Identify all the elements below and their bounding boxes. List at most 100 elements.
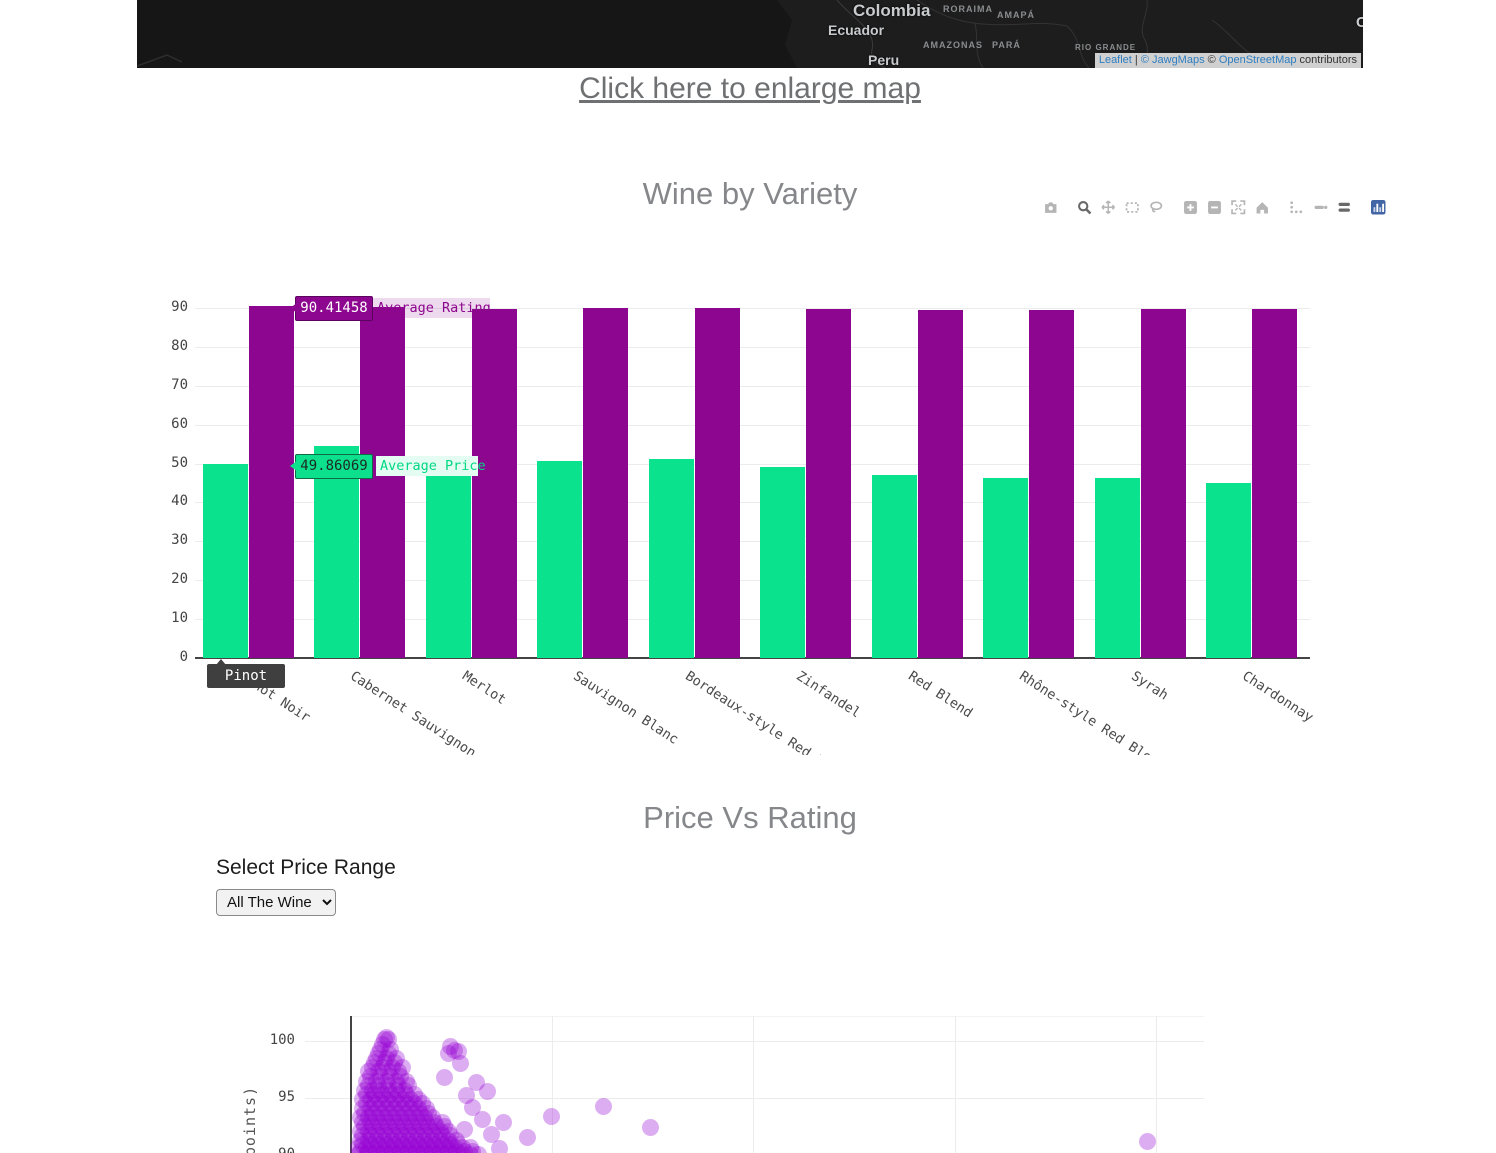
scatter-point[interactable]: [403, 1104, 421, 1122]
scatter-point[interactable]: [407, 1142, 425, 1153]
scatter-point[interactable]: [377, 1029, 395, 1047]
scatter-point[interactable]: [389, 1095, 407, 1113]
scatter-point[interactable]: [418, 1135, 436, 1153]
scatter-point[interactable]: [432, 1131, 450, 1149]
scatter-point[interactable]: [381, 1040, 399, 1058]
bar-average-price[interactable]: [648, 458, 694, 658]
scatter-point[interactable]: [462, 1146, 480, 1153]
box-select-icon[interactable]: [1120, 196, 1144, 218]
scatter-point[interactable]: [482, 1126, 500, 1144]
scatter-point[interactable]: [377, 1135, 395, 1153]
scatter-point[interactable]: [448, 1142, 466, 1153]
scatter-point[interactable]: [383, 1109, 401, 1127]
scatter-point[interactable]: [357, 1146, 375, 1153]
scatter-point[interactable]: [410, 1113, 427, 1131]
bar-average-price[interactable]: [314, 445, 360, 658]
scatter-point[interactable]: [494, 1113, 512, 1131]
scatter-point[interactable]: [383, 1122, 401, 1140]
scatter-point[interactable]: [367, 1072, 385, 1090]
scatter-point[interactable]: [359, 1063, 377, 1081]
scatter-point[interactable]: [389, 1139, 407, 1153]
scatter-point[interactable]: [436, 1118, 454, 1136]
scatter-point[interactable]: [369, 1127, 387, 1145]
scatter-point[interactable]: [361, 1113, 379, 1131]
scatter-point[interactable]: [361, 1099, 379, 1117]
scatter-point[interactable]: [422, 1139, 440, 1153]
scatter-point[interactable]: [438, 1139, 456, 1153]
scatter-point[interactable]: [426, 1135, 444, 1153]
scatter-point[interactable]: [401, 1099, 419, 1117]
scatter-point[interactable]: [440, 1142, 458, 1153]
lasso-select-icon[interactable]: [1144, 196, 1168, 218]
scatter-point[interactable]: [416, 1142, 434, 1153]
camera-icon[interactable]: [1038, 196, 1062, 218]
scatter-point[interactable]: [414, 1146, 432, 1153]
scatter-point[interactable]: [369, 1113, 387, 1131]
attribution-link[interactable]: © JawgMaps: [1140, 54, 1205, 66]
scatter-point[interactable]: [385, 1127, 403, 1145]
attribution-link[interactable]: Leaflet: [1098, 54, 1132, 66]
scatter-point[interactable]: [375, 1142, 393, 1153]
scatter-point[interactable]: [391, 1131, 409, 1149]
scatter-point[interactable]: [351, 1109, 369, 1127]
scatter-point[interactable]: [355, 1104, 373, 1122]
scatter-point[interactable]: [446, 1146, 464, 1153]
scatter-point[interactable]: [375, 1109, 393, 1127]
scatter-point[interactable]: [371, 1081, 389, 1099]
bar-average-rating[interactable]: [1029, 309, 1075, 658]
scatter-point[interactable]: [410, 1099, 427, 1117]
scatter-point[interactable]: [361, 1090, 379, 1108]
bar-average-price[interactable]: [202, 464, 248, 658]
scatter-point[interactable]: [359, 1131, 377, 1149]
scatter-point[interactable]: [399, 1122, 417, 1140]
scatter-plot[interactable]: 90 95 100 (points): [137, 1005, 1390, 1153]
bar-average-price[interactable]: [1094, 478, 1140, 658]
scatter-point[interactable]: [401, 1113, 419, 1131]
scatter-point[interactable]: [462, 1139, 480, 1153]
scatter-point[interactable]: [357, 1086, 375, 1104]
scatter-point[interactable]: [373, 1086, 391, 1104]
scatter-point[interactable]: [381, 1095, 399, 1113]
bar-average-rating[interactable]: [694, 308, 740, 658]
attribution-link[interactable]: OpenStreetMap: [1218, 54, 1297, 66]
scatter-point[interactable]: [367, 1142, 385, 1153]
scatter-point[interactable]: [393, 1113, 411, 1131]
scatter-point[interactable]: [403, 1118, 421, 1136]
scatter-point[interactable]: [355, 1081, 373, 1099]
scatter-point[interactable]: [369, 1099, 387, 1117]
map[interactable]: Colombia Ecuador Peru C RORAIMA AMAPÁ AMAZONAS…: [137, 0, 1363, 68]
scatter-point[interactable]: [412, 1118, 430, 1136]
scatter-point[interactable]: [440, 1045, 458, 1063]
scatter-point[interactable]: [379, 1045, 397, 1063]
scatter-point[interactable]: [410, 1135, 427, 1153]
scatter-point[interactable]: [359, 1109, 377, 1127]
bar-average-rating[interactable]: [1140, 309, 1186, 658]
zoom-icon[interactable]: [1072, 196, 1096, 218]
scatter-point[interactable]: [436, 1069, 454, 1087]
scatter-point[interactable]: [353, 1090, 371, 1108]
scatter-point[interactable]: [641, 1119, 659, 1137]
scatter-point[interactable]: [401, 1090, 419, 1108]
enlarge-map-link[interactable]: Click here to enlarge map: [579, 72, 921, 105]
scatter-point[interactable]: [357, 1095, 375, 1113]
scatter-point[interactable]: [373, 1095, 391, 1113]
bar-average-price[interactable]: [425, 474, 471, 658]
scatter-point[interactable]: [456, 1142, 474, 1153]
scatter-point[interactable]: [385, 1135, 403, 1153]
scatter-point[interactable]: [361, 1067, 379, 1085]
scatter-point[interactable]: [373, 1139, 391, 1153]
scatter-point[interactable]: [440, 1131, 458, 1149]
scatter-point[interactable]: [373, 1146, 391, 1153]
scatter-point[interactable]: [377, 1127, 395, 1145]
scatter-point[interactable]: [397, 1146, 415, 1153]
scatter-point[interactable]: [391, 1122, 409, 1140]
scatter-point[interactable]: [440, 1122, 458, 1140]
scatter-point[interactable]: [365, 1095, 383, 1113]
scatter-point[interactable]: [405, 1095, 423, 1113]
scatter-point[interactable]: [543, 1107, 560, 1125]
scatter-point[interactable]: [446, 1139, 464, 1153]
scatter-point[interactable]: [391, 1067, 409, 1085]
scatter-point[interactable]: [454, 1139, 472, 1153]
hover-compare-icon[interactable]: [1332, 196, 1356, 218]
scatter-point[interactable]: [349, 1146, 367, 1153]
